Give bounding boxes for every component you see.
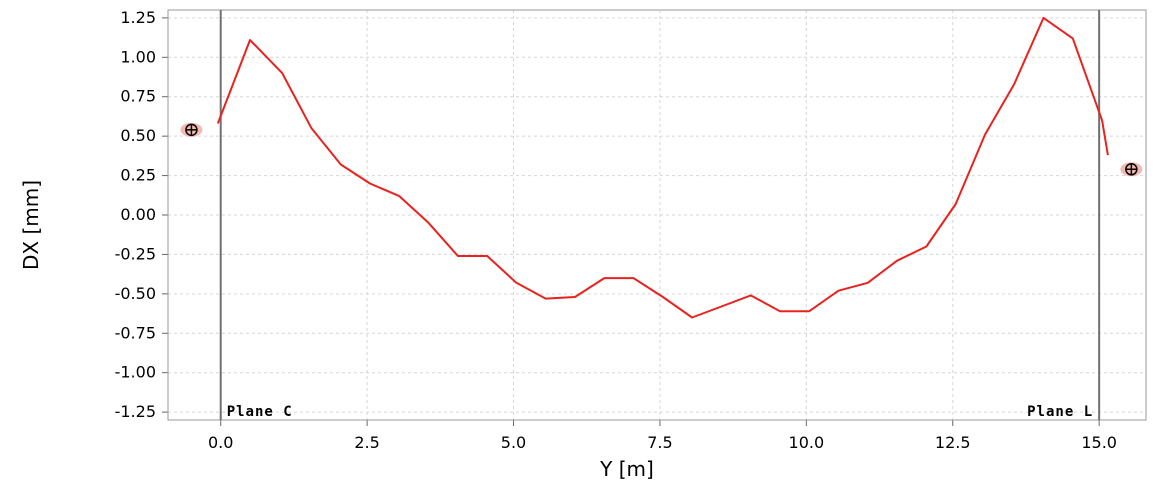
y-tick-label: -0.75 — [115, 323, 156, 342]
series-group — [216, 16, 1109, 319]
x-tick-label: 15.0 — [1081, 433, 1117, 452]
y-tick-label: 1.25 — [120, 8, 156, 27]
grid — [168, 10, 1146, 420]
tick-labels: 1.25 1.00 0.75 0.50 0.25 0.00 -0.25 -0.50 -0.75 -… — [115, 8, 1117, 452]
x-tick-label: 7.5 — [647, 433, 672, 452]
axes — [162, 9, 1147, 426]
x-tick-label: 5.0 — [501, 433, 526, 452]
plot-border — [167, 9, 1147, 421]
series-line — [216, 16, 1109, 319]
y-tick-label: 0.75 — [120, 87, 156, 106]
y-tick-label: 0.50 — [120, 126, 156, 145]
x-tick-label: 12.5 — [935, 433, 971, 452]
x-tick-label: 10.0 — [789, 433, 825, 452]
endpoint-marker — [1120, 162, 1143, 177]
y-tick-label: -1.25 — [115, 402, 156, 421]
x-axis-label: Y [m] — [599, 457, 654, 480]
y-tick-label: -0.25 — [115, 244, 156, 263]
y-tick-label: 1.00 — [120, 47, 156, 66]
endpoint-marker — [180, 122, 203, 137]
y-axis-label: DX [mm] — [19, 180, 43, 270]
plane-label: Plane C — [227, 404, 293, 420]
x-tick-label: 2.5 — [354, 433, 379, 452]
y-tick-label: -1.00 — [115, 363, 156, 382]
plane-lines: Plane C Plane L — [219, 10, 1101, 420]
markers — [180, 122, 1143, 177]
y-tick-label: 0.25 — [120, 166, 156, 185]
y-tick-label: -0.50 — [115, 284, 156, 303]
x-tick-label: 0.0 — [208, 433, 233, 452]
y-tick-label: 0.00 — [120, 205, 156, 224]
plane-label: Plane L — [1027, 404, 1093, 420]
